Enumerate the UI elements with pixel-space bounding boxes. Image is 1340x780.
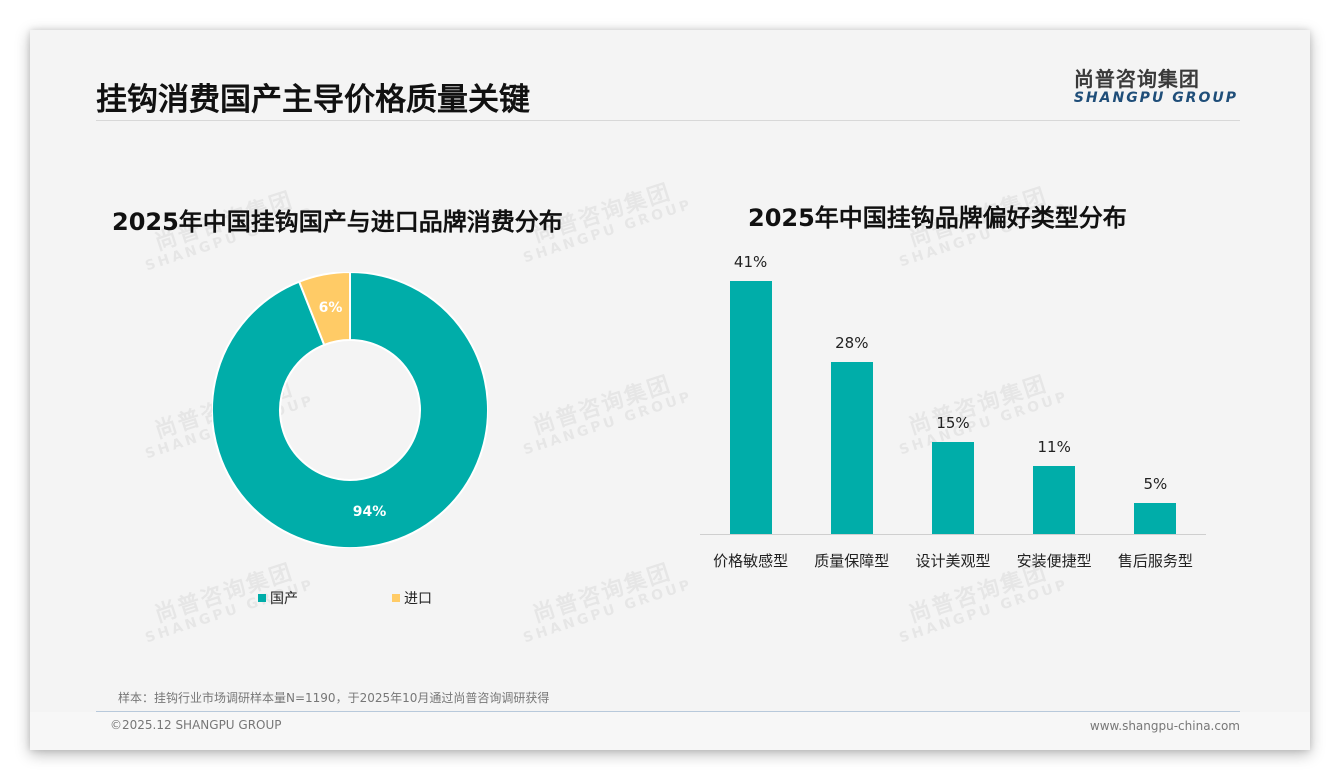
bar-after-sales [1134,503,1177,534]
bar-category-label: 安装便捷型 [1016,552,1092,570]
legend-item-domestic: 国产 [258,588,298,608]
page-title: 挂钩消费国产主导价格质量关键 [96,82,530,118]
bar-chart-title: 2025年中国挂钩品牌偏好类型分布 [748,204,1127,232]
logo-chinese-text: 尚普咨询集团 [1073,67,1200,91]
copyright-text: ©2025.12 SHANGPU GROUP [110,718,282,732]
donut-slice-import [297,270,351,347]
bar-category-label: 价格敏感型 [713,552,789,570]
legend-swatch-icon [392,594,400,602]
title-divider [96,120,1240,121]
bar-value-label: 5% [1143,475,1168,494]
bar-easy-installation [1033,466,1076,534]
bar-chart-axis [700,534,1206,535]
bar-value-label: 15% [936,413,970,432]
slide: 尚普咨询集团 SHANGPU GROUP 尚普咨询集团 SHANGPU GROUP … [30,30,1310,750]
website-link[interactable]: www.shangpu-china.com [1089,719,1240,733]
bar-quality-assurance [830,361,873,534]
donut-chart-svg [211,270,489,549]
donut-chart-title: 2025年中国挂钩国产与进口品牌消费分布 [112,208,563,236]
footer-divider [96,711,1240,712]
bar-category-label: 质量保障型 [814,552,890,570]
bar-value-label: 28% [835,333,869,352]
footer-band [30,712,1310,750]
bar-design-aesthetic [932,441,974,534]
bar-chart-plot [700,270,1206,534]
legend-item-import: 进口 [392,588,432,608]
legend-swatch-icon [258,594,266,602]
donut-chart: 94% 6% [211,270,489,549]
legend-label: 进口 [404,591,432,607]
donut-label-domestic: 94% [352,504,387,521]
company-logo: 尚普咨询集团 SHANGPU GROUP [1074,63,1238,106]
legend-label: 国产 [270,591,298,607]
donut-label-import: 6% [318,299,343,316]
bar-category-label: 设计美观型 [915,552,991,570]
bar-category-label: 售后服务型 [1117,552,1193,570]
sample-note: 样本：挂钩行业市场调研样本量N=1190，于2025年10月通过尚普咨询调研获得 [118,691,550,705]
logo-english-text: SHANGPU GROUP [1073,90,1238,106]
bar-value-label: 11% [1037,438,1071,457]
donut-slice-domestic [211,270,489,549]
bar-value-label: 41% [733,253,768,272]
bar-price-sensitive [729,281,772,534]
